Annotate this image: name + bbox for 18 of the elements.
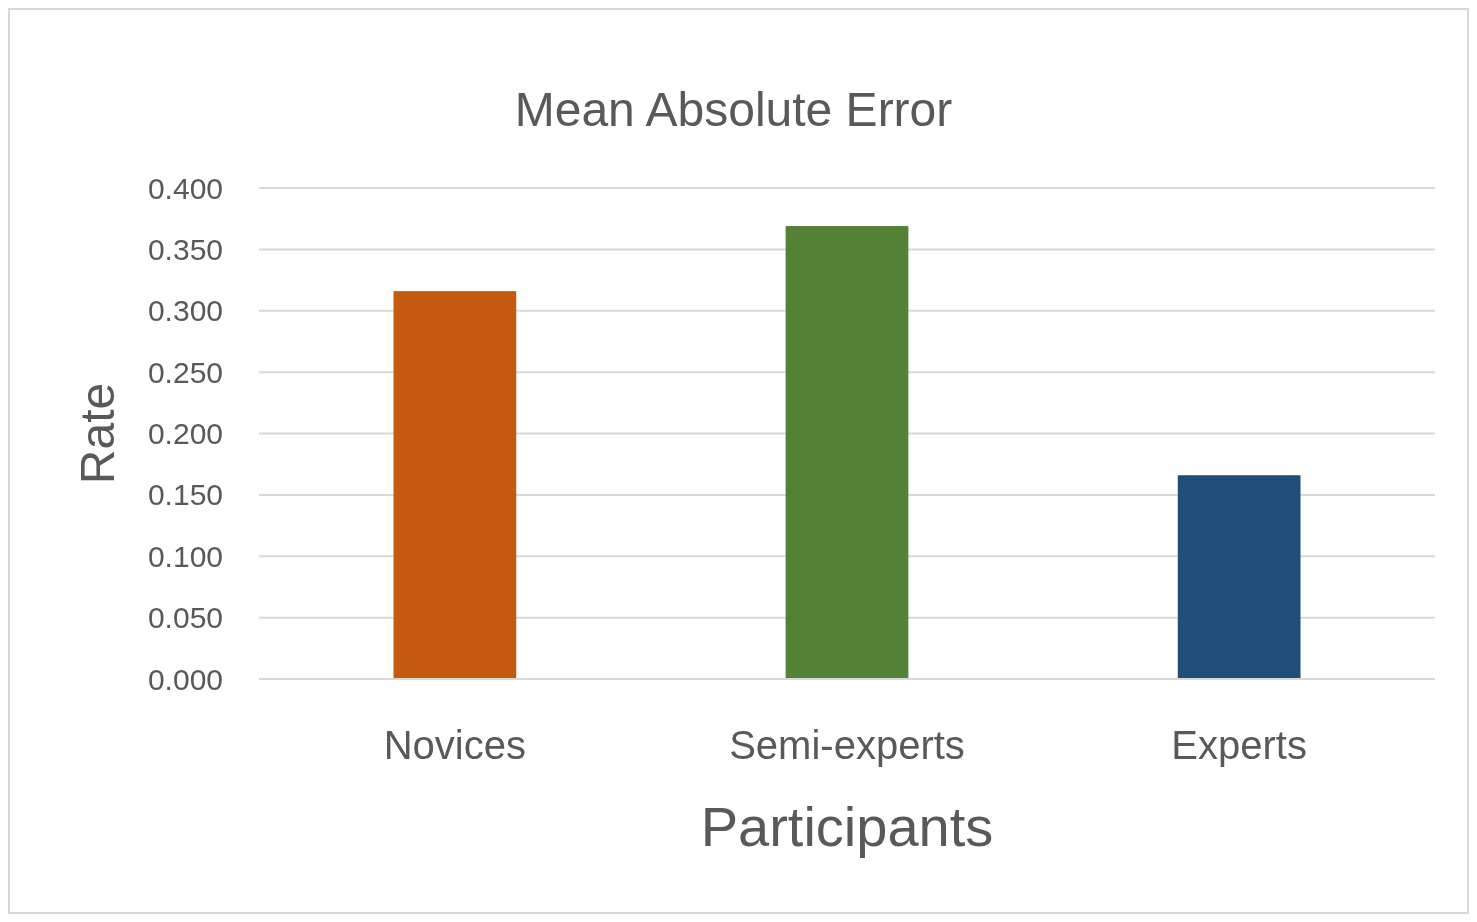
chart-title: Mean Absolute Error — [514, 83, 953, 136]
y-tick-label: 0.350 — [147, 232, 223, 266]
y-tick-label: 0.200 — [147, 417, 223, 450]
bar — [393, 291, 517, 679]
y-tick-label: 0.000 — [147, 662, 223, 696]
y-tick-label: 0.300 — [147, 294, 223, 328]
y-tick-label: 0.250 — [147, 355, 223, 389]
x-tick-label: Experts — [1171, 723, 1307, 767]
y-tick-label: 0.100 — [147, 539, 223, 573]
bar — [1177, 475, 1301, 679]
bar — [785, 226, 909, 679]
y-tick-label: 0.050 — [147, 601, 223, 635]
x-axis-title: Participants — [700, 795, 994, 858]
x-tick-label: Novices — [383, 723, 526, 767]
y-tick-label: 0.400 — [147, 171, 223, 205]
x-tick-label: Semi-experts — [729, 723, 965, 767]
y-axis-title: Rate — [71, 382, 124, 485]
y-tick-label: 0.150 — [147, 478, 223, 512]
